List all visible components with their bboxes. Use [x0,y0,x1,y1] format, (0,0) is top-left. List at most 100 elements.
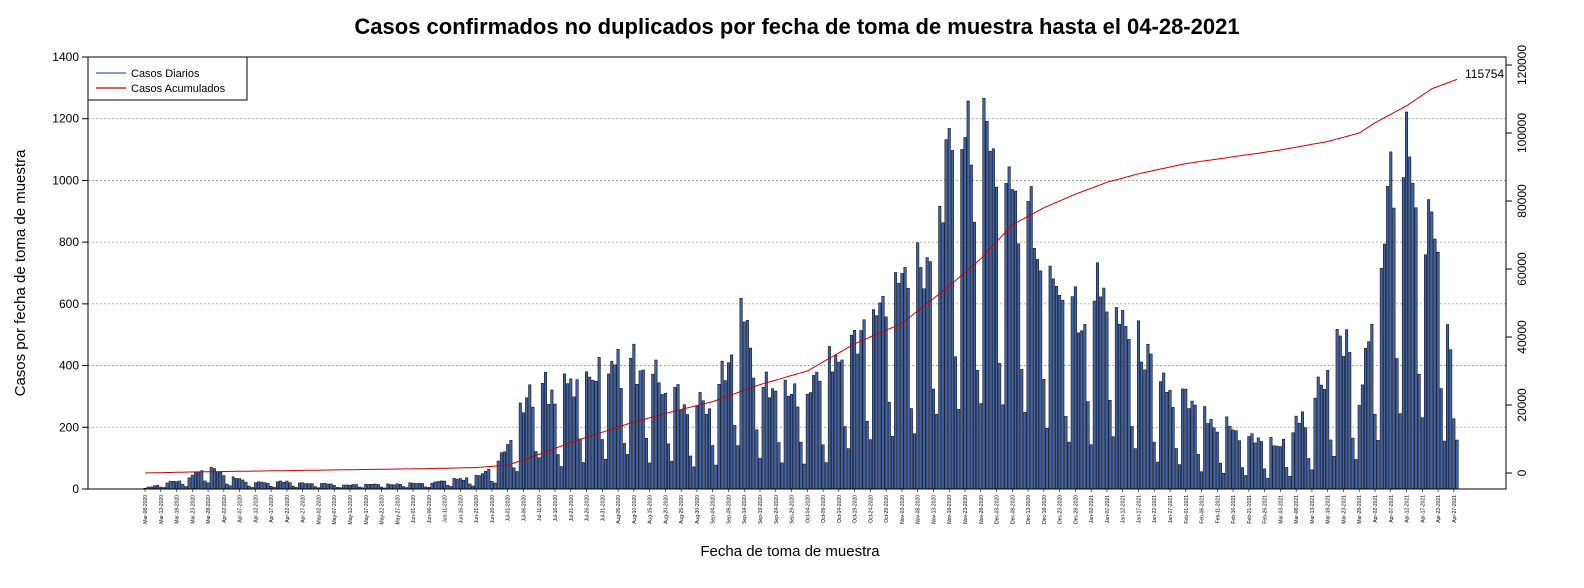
daily-bar [1108,400,1112,490]
daily-bar [922,288,926,490]
daily-bar [1345,329,1349,490]
daily-bar [1212,427,1216,490]
x-tick-label: Aug-20-2020 [663,495,669,524]
daily-bar [616,349,620,490]
x-tick-label: Jan-17-2021 [1136,495,1142,523]
daily-bar [279,480,283,490]
daily-bar [1323,389,1327,490]
daily-bar [610,360,614,490]
daily-bar [679,409,683,490]
daily-bar [430,482,434,490]
daily-bar [389,484,393,490]
daily-bar [521,412,525,490]
daily-bar [777,442,781,490]
right-tick-label: 20000 [1515,388,1529,422]
daily-bar [976,370,980,490]
x-tick-label: Apr-12-2021 [1405,495,1411,523]
x-tick-label: Feb-26-2021 [1263,495,1269,524]
daily-bar [689,455,693,490]
daily-bar [203,480,207,490]
daily-bar [484,470,488,490]
daily-bar [487,468,491,490]
daily-bar [963,137,967,490]
daily-bar [878,302,882,490]
daily-bar [733,425,737,490]
daily-bar [979,403,983,490]
x-tick-label: Mar-18-2020 [175,495,181,524]
daily-bar [638,370,642,490]
daily-bar [815,371,819,490]
daily-bar [909,408,913,490]
daily-bar [739,298,743,490]
daily-bar [458,478,462,490]
daily-bar [1338,335,1342,490]
daily-bar [849,334,853,490]
daily-bar [1089,444,1093,490]
daily-bar [654,359,658,490]
daily-bar [1335,329,1339,490]
daily-bar [512,467,516,490]
daily-bar [928,261,932,490]
x-tick-label: Feb-06-2021 [1200,495,1206,524]
daily-bar [238,478,242,490]
daily-bar [323,483,327,490]
daily-bar [985,120,989,490]
daily-bar [626,454,630,490]
daily-bar [859,330,863,490]
daily-bar [1370,324,1374,490]
daily-bar [1206,423,1210,490]
daily-bar [1329,439,1333,490]
daily-bar [594,381,598,490]
daily-bar [1291,432,1295,490]
daily-bar [1382,243,1386,490]
daily-bar [373,483,377,490]
daily-bar [1184,388,1188,490]
daily-bar [988,150,992,490]
x-tick-label: Jul-31-2020 [600,495,606,522]
daily-bar [846,448,850,490]
right-tick-label: 60000 [1515,252,1529,286]
daily-bar [1070,296,1074,490]
daily-bar [578,438,582,490]
daily-bar [995,186,999,490]
x-tick-label: Nov-03-2020 [900,495,906,524]
x-tick-label: Apr-22-2020 [285,495,291,523]
daily-bar [1316,376,1320,490]
left-axis: 0 200 400 600 800 1000 1200 1400 [52,50,89,496]
daily-bar [1228,426,1232,490]
daily-bar [752,377,756,490]
x-tick-label: Sep-29-2020 [790,495,796,524]
daily-bar [455,478,459,490]
daily-bar [799,441,803,490]
daily-bar [607,373,611,490]
daily-bar [695,405,699,490]
daily-bar [537,457,541,490]
left-tick-label: 1000 [52,173,79,187]
left-tick-label: 1400 [52,50,79,64]
daily-bar [1007,166,1011,490]
daily-bar [913,433,917,490]
x-tick-label: May-22-2020 [380,495,386,525]
daily-bar [1077,332,1081,490]
daily-bar [376,484,380,490]
daily-bar [1032,248,1036,490]
x-tick-label: Nov-28-2020 [979,495,985,524]
x-tick-label: Mar-23-2021 [1341,495,1347,524]
x-tick-label: Apr-22-2021 [1436,495,1442,523]
daily-bar [755,429,759,490]
daily-bar [837,361,841,490]
daily-bar [1058,295,1062,490]
daily-bar [1215,431,1219,490]
daily-bar [547,404,551,490]
daily-bar [641,369,645,490]
x-tick-label: Jun-26-2020 [490,495,496,523]
daily-bar [1392,207,1396,490]
right-tick-label: 120000 [1515,45,1529,85]
daily-bar [392,484,396,490]
daily-bar [197,472,201,490]
daily-bar [853,329,857,490]
daily-bar [386,483,390,490]
x-tick-label: Sep-14-2020 [742,495,748,524]
daily-bar [1231,429,1235,490]
left-tick-label: 1200 [52,112,79,126]
